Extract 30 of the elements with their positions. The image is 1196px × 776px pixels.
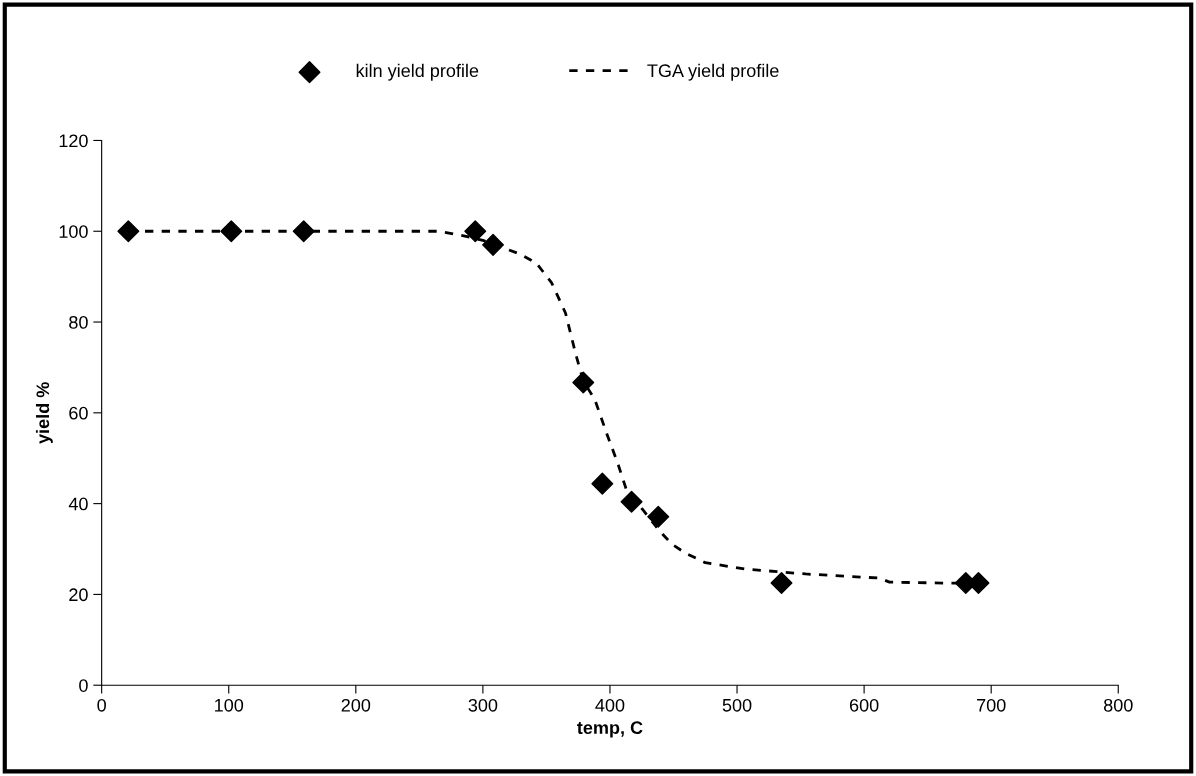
- point: [117, 220, 140, 243]
- x-tick-label: 200: [341, 698, 371, 712]
- legend-label: TGA yield profile: [647, 63, 779, 81]
- x-tick-label: 600: [849, 698, 879, 712]
- x-tick-label: 300: [468, 698, 498, 712]
- y-tick-label: 80: [69, 315, 88, 329]
- point: [620, 490, 643, 513]
- y-tick-label: 60: [69, 406, 88, 420]
- point: [292, 220, 315, 243]
- point: [572, 371, 595, 394]
- point: [220, 220, 243, 243]
- x-tick-label: 0: [97, 698, 106, 712]
- y-tick-label: 20: [69, 588, 88, 602]
- point: [482, 233, 505, 256]
- x-tick-label: 100: [215, 698, 244, 712]
- y-tick-label: 120: [59, 134, 88, 148]
- y-tick-label: 100: [59, 225, 88, 238]
- point: [647, 505, 670, 528]
- y-tick-label: 0: [79, 679, 88, 692]
- legend-label: kiln yield profile: [356, 63, 479, 81]
- point: [770, 572, 793, 595]
- x-tick-label: 800: [1103, 698, 1133, 712]
- x-tick-label: 700: [977, 698, 1006, 712]
- point: [464, 220, 487, 243]
- x-axis-title: temp, C: [577, 721, 643, 738]
- x-tick-label: 400: [595, 698, 625, 712]
- point: [591, 472, 614, 495]
- y-tick-label: 40: [68, 497, 88, 511]
- x-tick-label: 500: [722, 698, 752, 712]
- y-axis-title: yield %: [35, 382, 53, 444]
